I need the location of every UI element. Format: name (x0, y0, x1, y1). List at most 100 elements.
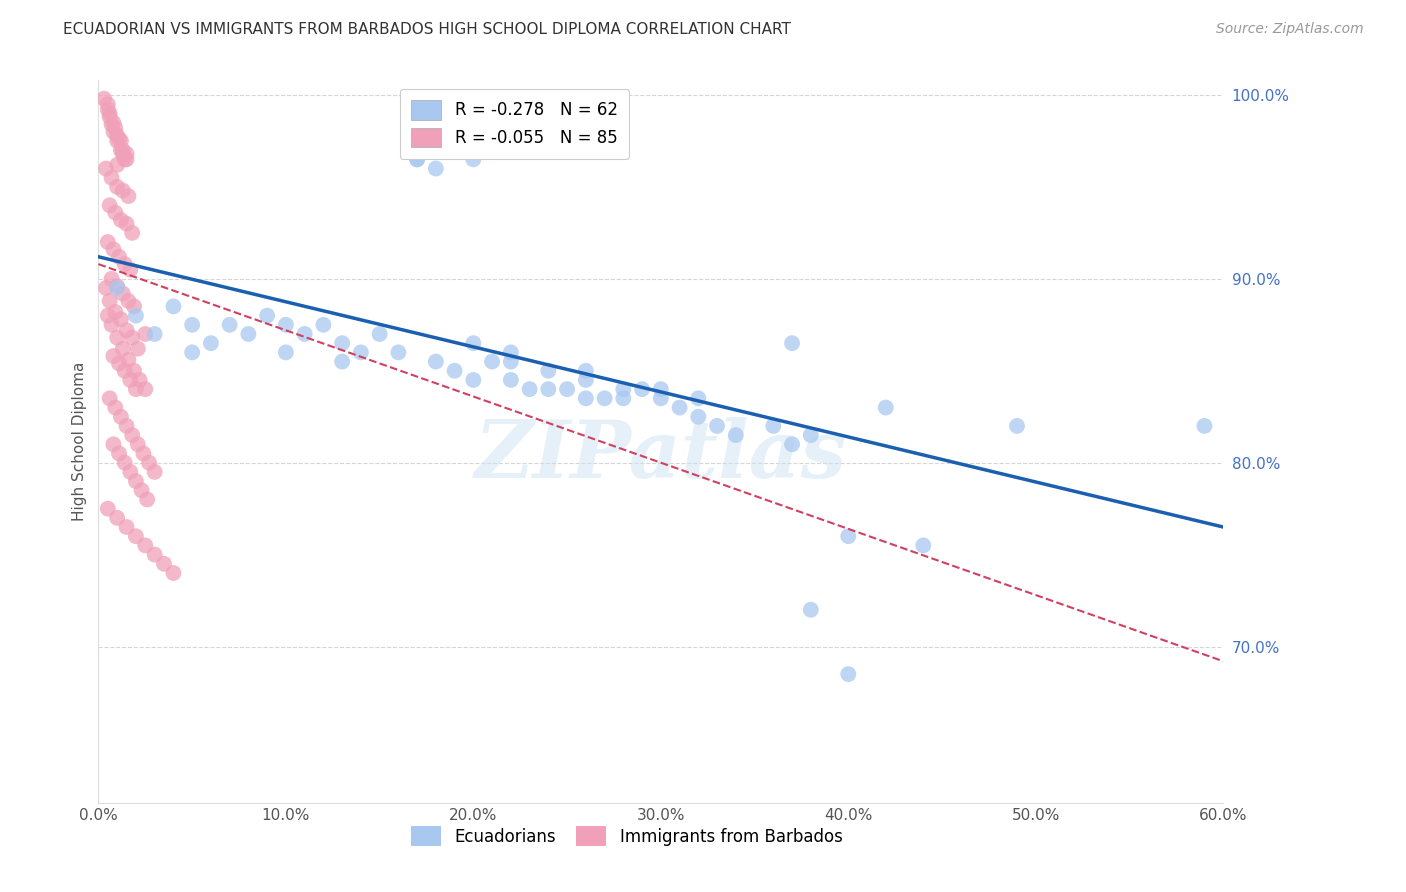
Point (128, 373, 150, 387)
Point (103, 125, 125, 139)
Point (912, 538, 935, 552)
Point (108, 356, 131, 370)
Point (98, 106, 121, 120)
Point (181, 345, 204, 359)
Point (97, 309, 120, 323)
Point (94, 161, 117, 176)
Point (837, 529, 859, 543)
Point (125, 474, 148, 488)
Point (132, 446, 155, 460)
Point (108, 446, 131, 460)
Point (143, 548, 166, 562)
Point (425, 354, 447, 368)
Point (100, 117, 122, 131)
Point (406, 153, 429, 167)
Point (256, 309, 278, 323)
Point (111, 184, 134, 198)
Y-axis label: High School Diploma: High School Diploma (72, 362, 87, 521)
Point (837, 667, 859, 681)
Point (724, 428, 747, 442)
Point (115, 146, 138, 161)
Point (111, 143, 134, 157)
Text: ECUADORIAN VS IMMIGRANTS FROM BARBADOS HIGH SCHOOL DIPLOMA CORRELATION CHART: ECUADORIAN VS IMMIGRANTS FROM BARBADOS H… (63, 22, 792, 37)
Point (125, 382, 148, 396)
Point (463, 336, 485, 351)
Point (425, 143, 447, 157)
Point (1194, 418, 1216, 433)
Point (105, 511, 128, 525)
Point (875, 401, 897, 415)
Point (153, 557, 176, 571)
Point (612, 382, 634, 396)
Point (575, 392, 598, 406)
Text: Source: ZipAtlas.com: Source: ZipAtlas.com (1216, 22, 1364, 37)
Point (294, 326, 316, 341)
Point (134, 326, 156, 341)
Point (103, 115, 125, 129)
Point (312, 318, 335, 332)
Point (406, 153, 429, 167)
Point (537, 382, 560, 396)
Point (780, 437, 803, 451)
Point (103, 243, 125, 257)
Point (762, 418, 785, 433)
Point (115, 323, 138, 337)
Point (111, 146, 134, 161)
Point (1005, 418, 1028, 433)
Point (120, 465, 142, 479)
Point (104, 305, 127, 319)
Point (98, 198, 121, 212)
Point (612, 392, 634, 406)
Point (575, 364, 598, 378)
Point (117, 189, 139, 203)
Point (104, 205, 127, 219)
Point (122, 300, 145, 314)
Point (93, 92, 115, 106)
Point (97, 235, 120, 249)
Point (134, 382, 156, 396)
Point (131, 483, 153, 498)
Point (105, 331, 128, 345)
Point (330, 354, 353, 368)
Point (103, 437, 125, 451)
Point (110, 312, 132, 326)
Point (111, 286, 134, 301)
Point (238, 326, 260, 341)
Point (105, 128, 128, 143)
Point (108, 132, 131, 146)
Legend: Ecuadorians, Immigrants from Barbados: Ecuadorians, Immigrants from Barbados (405, 820, 849, 852)
Point (125, 529, 148, 543)
Point (143, 465, 166, 479)
Point (593, 392, 616, 406)
Point (97, 103, 120, 117)
Point (97, 501, 120, 516)
Point (425, 161, 447, 176)
Point (110, 134, 132, 148)
Point (115, 418, 138, 433)
Point (555, 382, 578, 396)
Point (104, 401, 127, 415)
Point (115, 520, 138, 534)
Point (105, 279, 128, 293)
Point (100, 170, 122, 185)
Point (706, 418, 728, 433)
Point (368, 326, 391, 341)
Point (387, 345, 409, 359)
Point (125, 309, 148, 323)
Point (105, 180, 128, 194)
Point (463, 373, 485, 387)
Point (650, 392, 672, 406)
Point (105, 281, 128, 295)
Point (111, 342, 134, 356)
Point (114, 257, 136, 271)
Point (121, 226, 143, 240)
Point (162, 300, 184, 314)
Point (218, 318, 240, 332)
Point (537, 364, 560, 378)
Point (110, 213, 132, 227)
Point (330, 336, 353, 351)
Point (138, 456, 160, 470)
Point (110, 409, 132, 424)
Point (162, 566, 184, 580)
Point (127, 437, 149, 451)
